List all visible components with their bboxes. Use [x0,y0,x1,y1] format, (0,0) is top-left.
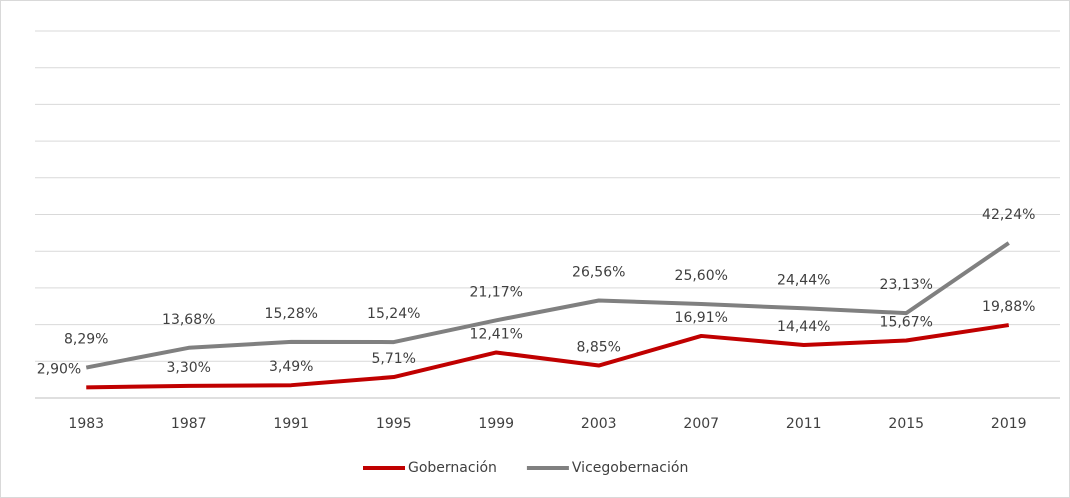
x-tick-label: 2003 [581,416,617,432]
data-label: 3,30% [167,360,211,376]
x-tick-label: 1991 [273,416,309,432]
x-tick-label: 2015 [888,416,924,432]
x-tick-label: 2019 [991,416,1027,432]
series-line [86,323,1010,390]
data-label: 3,49% [269,359,313,375]
series-line [85,241,1010,370]
x-tick-label: 2007 [683,416,719,432]
data-label: 16,91% [675,310,728,326]
data-label: 5,71% [372,351,416,367]
data-label: 12,41% [470,326,523,342]
x-tick-label: 1987 [171,416,207,432]
data-label: 8,29% [64,332,108,348]
data-label: 15,28% [265,306,318,322]
data-label: 19,88% [982,299,1035,315]
data-label: 23,13% [880,277,933,293]
data-label: 26,56% [572,265,625,281]
data-label: 2,90% [37,361,81,377]
data-label: 42,24% [982,207,1035,223]
data-label: 21,17% [470,284,523,300]
data-label: 25,60% [675,268,728,284]
x-tick-label: 1999 [478,416,514,432]
x-tick-label: 1983 [68,416,104,432]
data-label: 13,68% [162,312,215,328]
x-tick-label: 1995 [376,416,412,432]
x-tick-label: 2011 [786,416,822,432]
data-label: 15,67% [880,314,933,330]
data-label: 14,44% [777,319,830,335]
data-label: 8,85% [577,340,621,356]
data-label: 15,24% [367,306,420,322]
data-label: 24,44% [777,272,830,288]
legend-label: Vicegobernación [572,460,688,476]
legend-label: Gobernación [408,460,497,476]
